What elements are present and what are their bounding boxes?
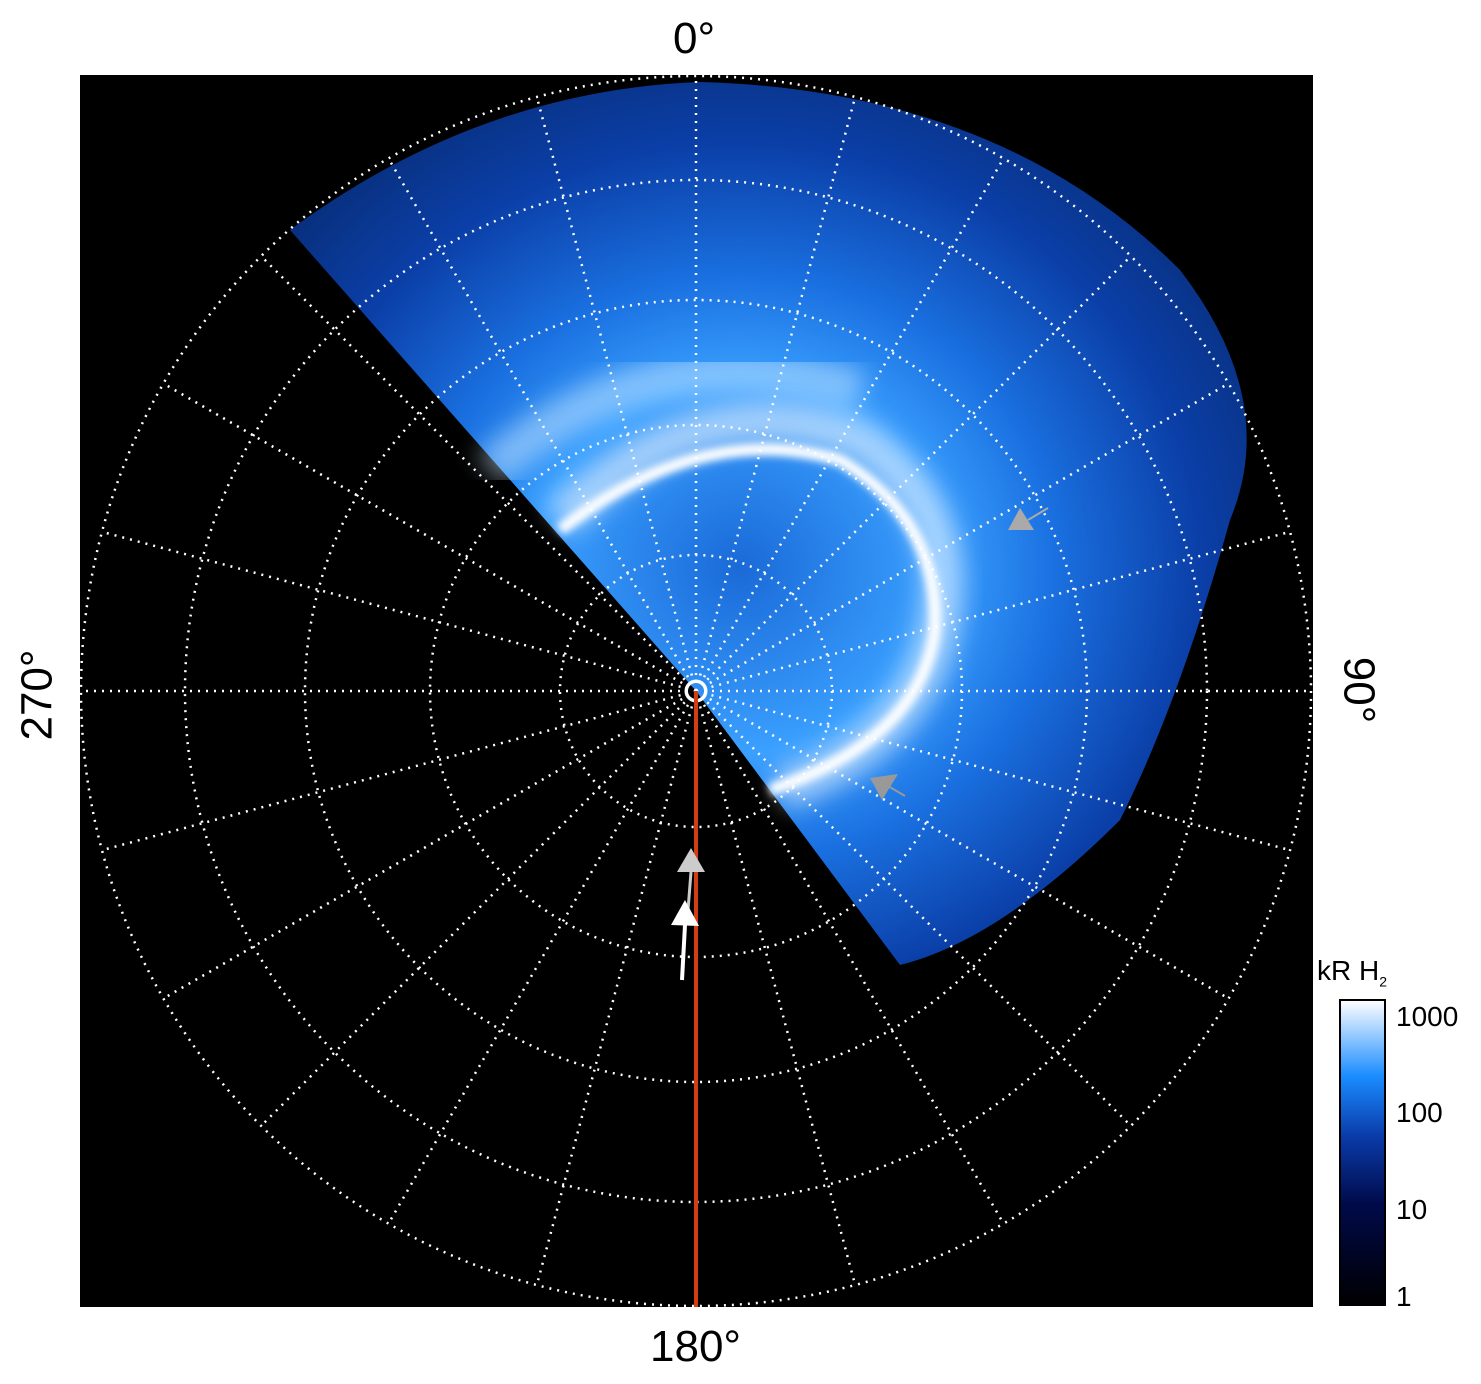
grid-spoke — [101, 530, 697, 693]
colorbar-tick-1000: 1000 — [1396, 1001, 1459, 1032]
grid-spoke — [695, 530, 1291, 693]
grid-ring — [183, 178, 1209, 1204]
polar-grid — [79, 74, 1313, 1308]
grid-spoke — [535, 96, 698, 692]
arrow-marker-lower — [870, 774, 898, 800]
grid-spoke — [387, 690, 698, 1225]
grid-spoke — [162, 382, 697, 693]
arrow-shaft-white — [680, 924, 687, 981]
grid-spoke — [694, 690, 857, 1286]
colorbar-tick-1: 1 — [1396, 1281, 1412, 1312]
colorbar-title: kR H2 — [1317, 955, 1387, 990]
grid-spoke — [694, 157, 1005, 692]
arrow-shaft-right — [1027, 507, 1049, 521]
grid-spoke — [387, 157, 698, 692]
arrow-marker-gray — [677, 848, 705, 872]
grid-spoke — [695, 255, 1132, 692]
grid-ring — [303, 298, 1089, 1084]
auroral-emission-region — [290, 82, 1247, 965]
grid-spoke — [260, 255, 697, 692]
colorbar-title-subscript: 2 — [1379, 973, 1388, 990]
arrow-shaft-gray — [686, 871, 693, 911]
grid-spoke — [695, 689, 1230, 1000]
grid-spoke — [535, 690, 698, 1286]
grid-spoke — [694, 690, 1005, 1225]
label-180-deg: 180° — [650, 1322, 742, 1371]
colorbar-title-text: kR H — [1317, 955, 1380, 986]
grid-spoke — [695, 690, 1132, 1127]
label-0-deg: 0° — [673, 14, 716, 63]
grid-spoke — [695, 689, 1291, 852]
colorbar-tick-100: 100 — [1396, 1097, 1443, 1128]
grid-ring — [79, 74, 1313, 1308]
grid-spoke — [694, 96, 857, 692]
arrow-marker-white — [671, 900, 699, 926]
grid-spoke — [260, 690, 697, 1127]
colorbar-tick-10: 10 — [1396, 1194, 1428, 1225]
polar-emission — [476, 352, 866, 486]
grid-spoke — [162, 689, 697, 1000]
colorbar — [1339, 999, 1386, 1306]
grid-spoke — [101, 689, 697, 852]
arrow-shaft-lower — [887, 785, 906, 797]
arrow-marker-right — [1008, 508, 1034, 530]
main-auroral-oval — [556, 443, 942, 796]
grid-spoke — [695, 382, 1230, 693]
